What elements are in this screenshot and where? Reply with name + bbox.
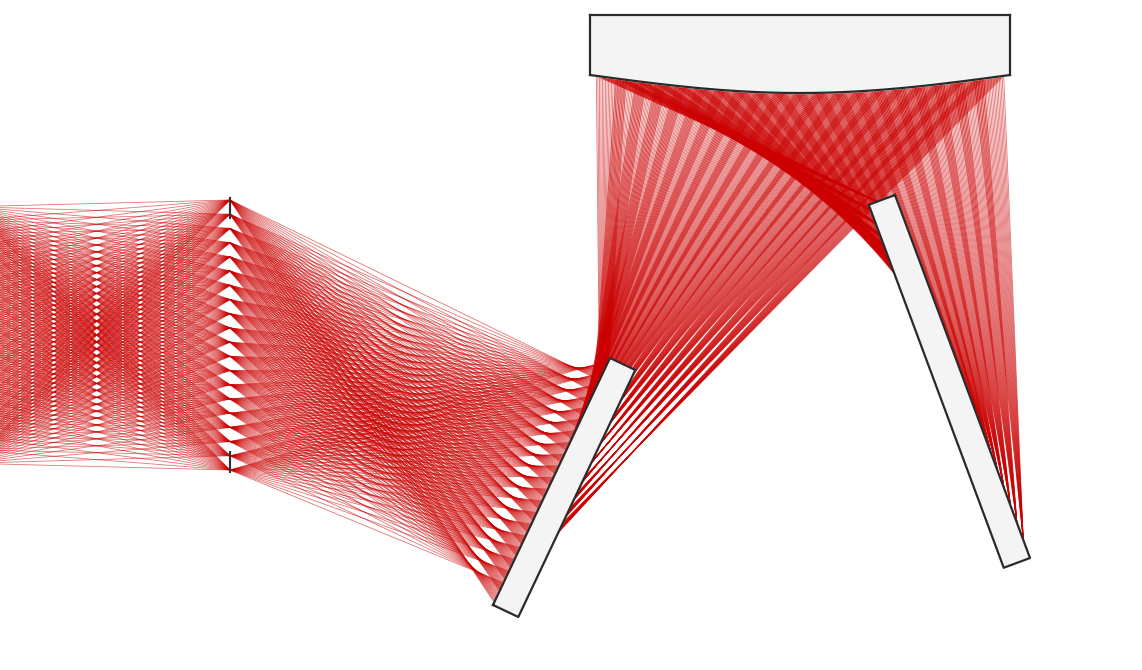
Polygon shape — [493, 358, 635, 617]
Polygon shape — [869, 195, 1030, 567]
